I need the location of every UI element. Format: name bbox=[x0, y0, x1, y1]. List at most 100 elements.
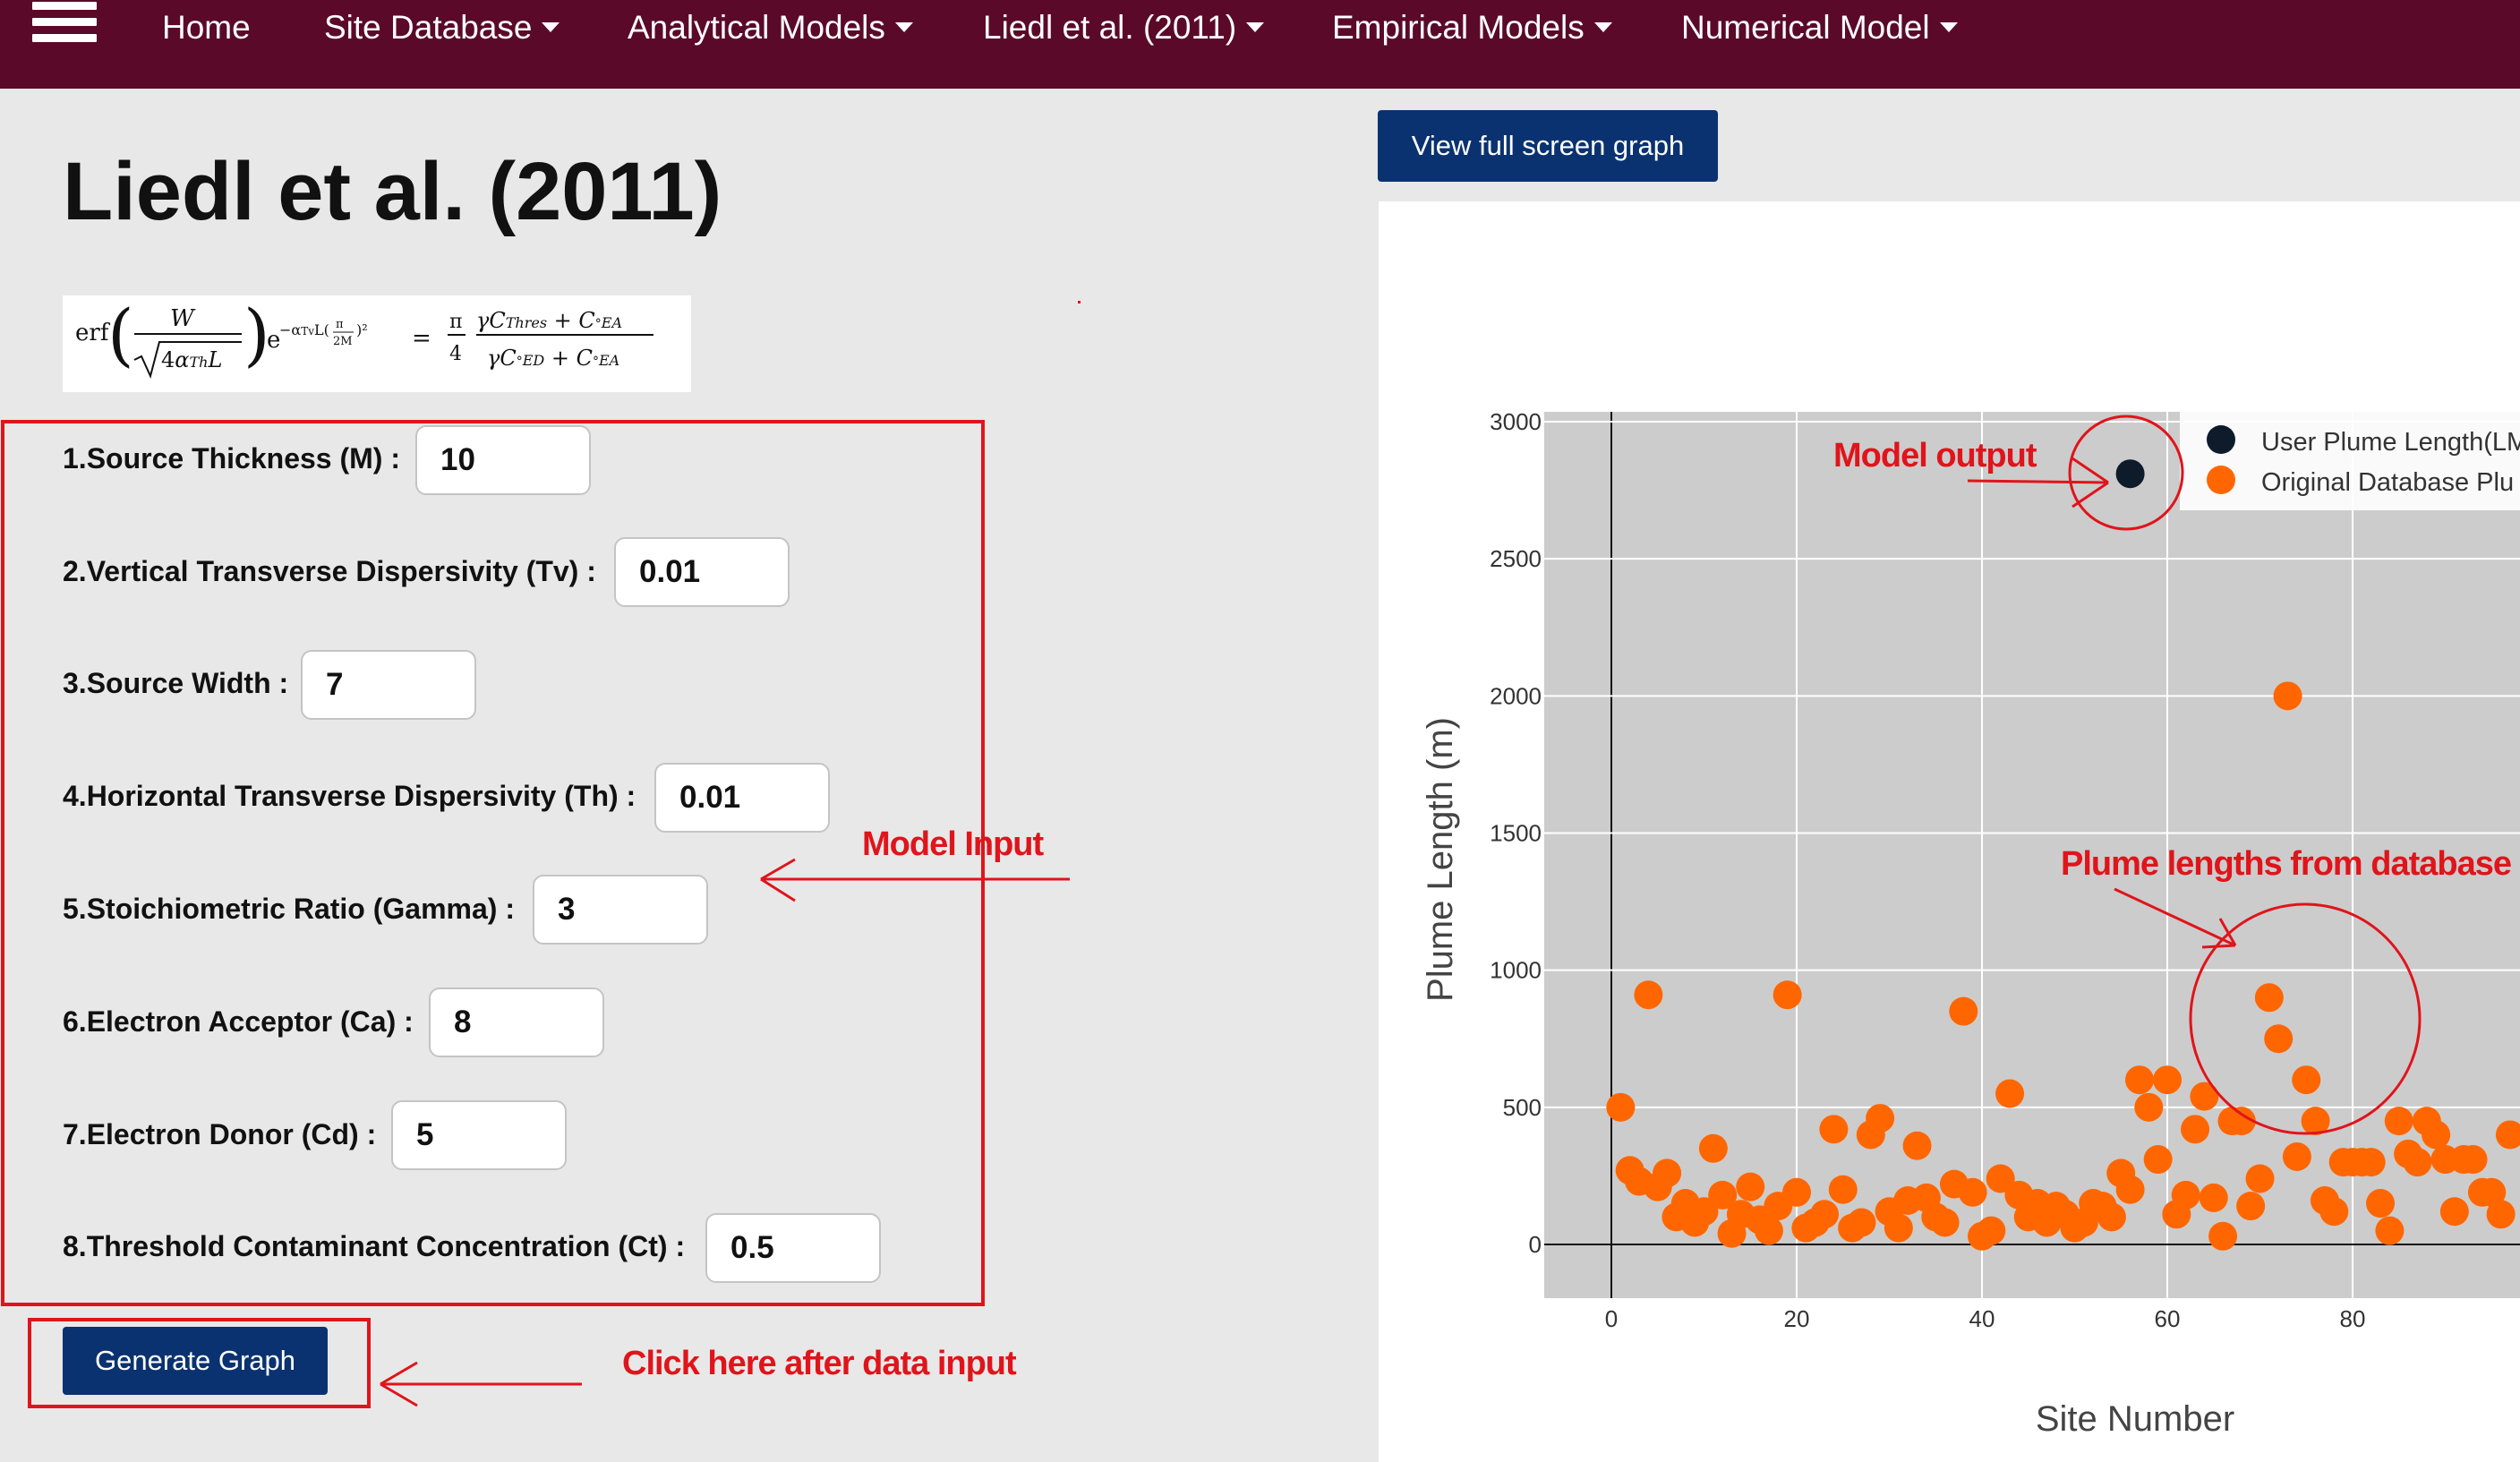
nav-home[interactable]: Home bbox=[162, 0, 251, 56]
x-tick-label: 80 bbox=[2340, 1305, 2366, 1332]
user-plume-point[interactable] bbox=[2115, 459, 2145, 489]
nav-numerical-model[interactable]: Numerical Model bbox=[1681, 0, 1958, 56]
threshold-concentration-label: 8.Threshold Contaminant Concentration (C… bbox=[63, 1230, 686, 1262]
database-plume-point[interactable] bbox=[2439, 1197, 2469, 1227]
database-plume-point[interactable] bbox=[2422, 1120, 2451, 1150]
electron-acceptor-input[interactable] bbox=[429, 987, 604, 1057]
database-plume-point[interactable] bbox=[2477, 1177, 2507, 1207]
database-plume-point[interactable] bbox=[2208, 1221, 2238, 1251]
database-plume-point[interactable] bbox=[1884, 1213, 1913, 1243]
model-output-annotation: Model output bbox=[1833, 437, 2037, 475]
database-plume-point[interactable] bbox=[2226, 1107, 2256, 1136]
database-plume-point[interactable] bbox=[2134, 1092, 2164, 1122]
generate-graph-button[interactable]: Generate Graph bbox=[63, 1327, 328, 1395]
database-plume-point[interactable] bbox=[2171, 1180, 2200, 1210]
database-plume-point[interactable] bbox=[1949, 996, 1978, 1026]
database-plume-point[interactable] bbox=[1689, 1197, 1719, 1227]
database-plume-point[interactable] bbox=[2153, 1065, 2182, 1095]
database-plume-point[interactable] bbox=[1810, 1200, 1840, 1229]
database-plume-point[interactable] bbox=[1606, 1092, 1636, 1122]
horizontal-dispersivity-input[interactable] bbox=[654, 763, 830, 833]
chevron-down-icon bbox=[542, 22, 560, 32]
svg-text:−αTvL(: −αTvL( bbox=[279, 321, 329, 338]
source-thickness-input[interactable] bbox=[415, 425, 591, 495]
database-plume-point[interactable] bbox=[2273, 681, 2302, 711]
database-plume-point[interactable] bbox=[2403, 1148, 2432, 1177]
database-plume-point[interactable] bbox=[1995, 1079, 2025, 1108]
svg-text:)²: )² bbox=[356, 321, 368, 338]
svg-text:π: π bbox=[336, 318, 344, 331]
svg-text:): ) bbox=[243, 295, 270, 374]
database-plume-point[interactable] bbox=[2181, 1115, 2210, 1144]
database-plume-point[interactable] bbox=[2292, 1065, 2321, 1095]
database-plume-point[interactable] bbox=[1634, 980, 1663, 1010]
database-plume-point[interactable] bbox=[2097, 1202, 2126, 1232]
database-plume-point[interactable] bbox=[2236, 1192, 2266, 1221]
nav-analytical-models-label: Analytical Models bbox=[628, 9, 885, 46]
database-plume-point[interactable] bbox=[1866, 1104, 1895, 1133]
electron-donor-input[interactable] bbox=[391, 1100, 567, 1170]
database-plume-point[interactable] bbox=[1773, 980, 1802, 1010]
database-plume-point[interactable] bbox=[1698, 1133, 1728, 1163]
x-axis-label: Site Number bbox=[2036, 1399, 2234, 1439]
database-plume-point[interactable] bbox=[1847, 1208, 1876, 1237]
y-tick-label: 2500 bbox=[1490, 545, 1542, 572]
database-plume-point[interactable] bbox=[2384, 1107, 2413, 1136]
database-plume-point[interactable] bbox=[2264, 1024, 2294, 1054]
database-plume-point[interactable] bbox=[2495, 1120, 2520, 1150]
database-plume-point[interactable] bbox=[2486, 1200, 2516, 1229]
svg-text:erf: erf bbox=[75, 320, 111, 346]
nav-liedl[interactable]: Liedl et al. (2011) bbox=[983, 0, 1265, 56]
nav-analytical-models[interactable]: Analytical Models bbox=[628, 0, 913, 56]
database-plume-point[interactable] bbox=[1708, 1180, 1738, 1210]
x-tick-label: 60 bbox=[2155, 1305, 2181, 1332]
database-plume-point[interactable] bbox=[1754, 1216, 1783, 1245]
threshold-concentration-input[interactable] bbox=[705, 1213, 881, 1283]
database-plume-point[interactable] bbox=[2124, 1065, 2154, 1095]
database-plume-point[interactable] bbox=[1986, 1164, 2015, 1193]
nav-liedl-label: Liedl et al. (2011) bbox=[983, 9, 1237, 46]
database-plume-point[interactable] bbox=[2254, 983, 2284, 1013]
nav-empirical-models[interactable]: Empirical Models bbox=[1332, 0, 1612, 56]
svg-text:4: 4 bbox=[449, 343, 462, 365]
database-plume-point[interactable] bbox=[2199, 1183, 2228, 1212]
y-tick-label: 1000 bbox=[1490, 957, 1542, 984]
database-plume-point[interactable] bbox=[1977, 1216, 2006, 1245]
database-plume-point[interactable] bbox=[2319, 1197, 2349, 1227]
database-plume-point[interactable] bbox=[2115, 1175, 2145, 1204]
database-plume-point[interactable] bbox=[1902, 1131, 1932, 1160]
database-plume-point[interactable] bbox=[2245, 1164, 2275, 1193]
source-width-label: 3.Source Width : bbox=[63, 667, 289, 699]
database-plume-point[interactable] bbox=[2356, 1148, 2386, 1177]
legend-database-marker bbox=[2207, 466, 2235, 494]
vertical-dispersivity-input[interactable] bbox=[614, 537, 790, 607]
database-plume-point[interactable] bbox=[1782, 1177, 1811, 1207]
legend-database-label[interactable]: Original Database Plu bbox=[2261, 468, 2514, 497]
source-width-input[interactable] bbox=[301, 650, 476, 720]
nav-empirical-models-label: Empirical Models bbox=[1332, 9, 1585, 46]
legend: User Plume Length(LM Original Database P… bbox=[2180, 412, 2520, 510]
stoichiometric-ratio-label: 5.Stoichiometric Ratio (Gamma) : bbox=[63, 893, 515, 925]
view-full-screen-button[interactable]: View full screen graph bbox=[1378, 110, 1718, 182]
database-plume-point[interactable] bbox=[1958, 1177, 1987, 1207]
legend-user-label[interactable]: User Plume Length(LM bbox=[2261, 428, 2520, 457]
database-plume-point[interactable] bbox=[2143, 1145, 2173, 1175]
database-plume-point[interactable] bbox=[1930, 1208, 1960, 1237]
database-plume-point[interactable] bbox=[2282, 1141, 2311, 1171]
nav-site-database-label: Site Database bbox=[324, 9, 533, 46]
nav-site-database[interactable]: Site Database bbox=[324, 0, 560, 56]
database-plume-point[interactable] bbox=[2458, 1145, 2488, 1175]
database-plume-point[interactable] bbox=[1819, 1115, 1849, 1144]
svg-text:γC°ED + C°EA: γC°ED + C°EA bbox=[487, 346, 619, 371]
stoichiometric-ratio-input[interactable] bbox=[533, 875, 708, 945]
database-plume-point[interactable] bbox=[2366, 1189, 2396, 1218]
formula-svg: erf ( W 4αThL ) e −αTvL( π 2M )² = π 4 γ… bbox=[75, 295, 653, 379]
database-plume-point[interactable] bbox=[2375, 1216, 2405, 1245]
hamburger-menu-icon[interactable] bbox=[32, 2, 97, 45]
database-plume-point[interactable] bbox=[2190, 1082, 2219, 1111]
database-plume-point[interactable] bbox=[1653, 1158, 1682, 1188]
svg-text:4αThL: 4αThL bbox=[161, 347, 222, 372]
database-plume-point[interactable] bbox=[2301, 1107, 2330, 1136]
database-plume-point[interactable] bbox=[1828, 1175, 1858, 1204]
database-plume-point[interactable] bbox=[1736, 1172, 1765, 1201]
